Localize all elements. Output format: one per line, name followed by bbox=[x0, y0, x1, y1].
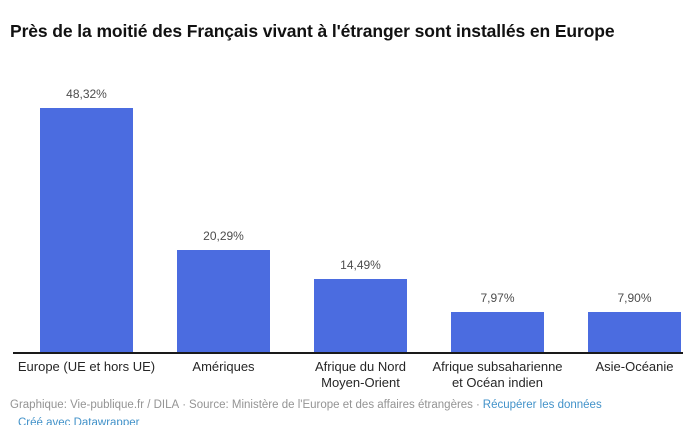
source-text: Source: Ministère de l'Europe et des aff… bbox=[189, 399, 473, 411]
credit-text: Graphique: Vie-publique.fr / DILA bbox=[10, 399, 180, 411]
attribution-line: Créé avec Datawrapper bbox=[18, 417, 139, 425]
download-data-link[interactable]: Récupérer les données bbox=[482, 399, 602, 411]
bar-value-label: 14,49% bbox=[340, 258, 381, 272]
bar bbox=[177, 250, 270, 352]
category-label: Asie-Océanie bbox=[553, 359, 696, 375]
category-label: Afrique du Nord Moyen-Orient bbox=[279, 359, 443, 391]
category-label-line: et Océan indien bbox=[451, 375, 544, 390]
bar-column: 7,97% bbox=[451, 291, 544, 352]
bar bbox=[40, 108, 133, 352]
category-label-line: Afrique du Nord bbox=[314, 359, 407, 374]
category-label: Amériques bbox=[142, 359, 306, 375]
category-label-line: Afrique subsaharienne bbox=[432, 359, 563, 374]
bar-column: 48,32% bbox=[40, 87, 133, 352]
chart-title: Près de la moitié des Français vivant à … bbox=[10, 21, 615, 41]
bar-column: 7,90% bbox=[588, 291, 681, 352]
footer-separator: · bbox=[475, 399, 480, 411]
datawrapper-attribution-link[interactable]: Créé avec Datawrapper bbox=[18, 417, 140, 425]
bar bbox=[588, 312, 681, 352]
category-label-line: Moyen-Orient bbox=[321, 375, 400, 390]
bar-value-label: 20,29% bbox=[203, 229, 244, 243]
category-label: Europe (UE et hors UE) bbox=[5, 359, 169, 375]
bar-column: 14,49% bbox=[314, 258, 407, 352]
category-label-line: Asie-Océanie bbox=[595, 359, 674, 374]
bar bbox=[451, 312, 544, 352]
bar-value-label: 7,90% bbox=[617, 291, 652, 305]
category-label-line: Amériques bbox=[192, 359, 255, 374]
bar bbox=[314, 279, 407, 352]
bar-column: 20,29% bbox=[177, 229, 270, 352]
x-axis-line bbox=[13, 352, 683, 354]
chart-footer: Graphique: Vie-publique.fr / DILA · Source… bbox=[10, 399, 690, 411]
bar-value-label: 48,32% bbox=[66, 87, 107, 101]
category-label: Afrique subsaharienne et Océan indien bbox=[416, 359, 580, 391]
footer-separator: · bbox=[182, 399, 187, 411]
bar-value-label: 7,97% bbox=[480, 291, 515, 305]
category-label-line: Europe (UE et hors UE) bbox=[17, 359, 156, 374]
